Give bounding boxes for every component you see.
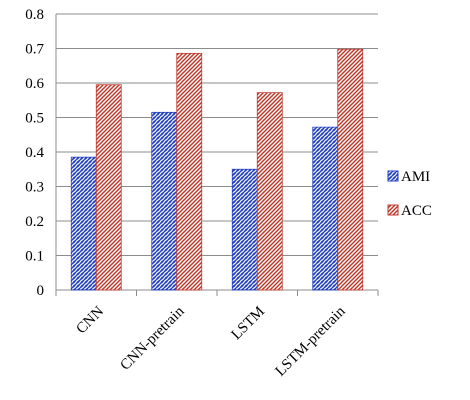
- bar-acc-lstm-pretrain: [337, 48, 364, 291]
- bar-ami-cnn: [70, 156, 97, 291]
- y-tick-label: 0.5: [25, 111, 44, 127]
- bars: [70, 48, 364, 291]
- y-tick-label: 0.8: [25, 7, 44, 23]
- x-tick-label: LSTM-pretrain: [272, 303, 348, 379]
- bar-acc-lstm: [256, 92, 283, 291]
- x-tick-label: CNN-pretrain: [117, 303, 188, 374]
- y-tick-label: 0.6: [25, 76, 44, 92]
- legend: AMI ACC: [387, 169, 432, 219]
- bar-ami-cnn-pretrain: [151, 111, 178, 291]
- legend-swatch-acc: [387, 204, 399, 216]
- y-tick-label: 0.4: [25, 145, 44, 161]
- legend-label: AMI: [401, 169, 430, 185]
- legend-swatch-ami: [387, 170, 399, 182]
- x-tick-label: LSTM: [228, 304, 268, 344]
- y-tick-label: 0: [37, 283, 45, 299]
- bar-ami-lstm: [231, 168, 258, 291]
- y-tick-label: 0.7: [25, 42, 44, 58]
- y-tick-label: 0.1: [25, 249, 44, 265]
- bar-acc-cnn-pretrain: [176, 52, 203, 291]
- bar-ami-lstm-pretrain: [312, 126, 339, 291]
- bar-acc-cnn: [95, 84, 122, 291]
- x-tick-label: CNN: [73, 303, 107, 337]
- legend-label: ACC: [401, 203, 432, 219]
- y-tick-label: 0.3: [25, 180, 44, 196]
- y-tick-label: 0.2: [25, 214, 44, 230]
